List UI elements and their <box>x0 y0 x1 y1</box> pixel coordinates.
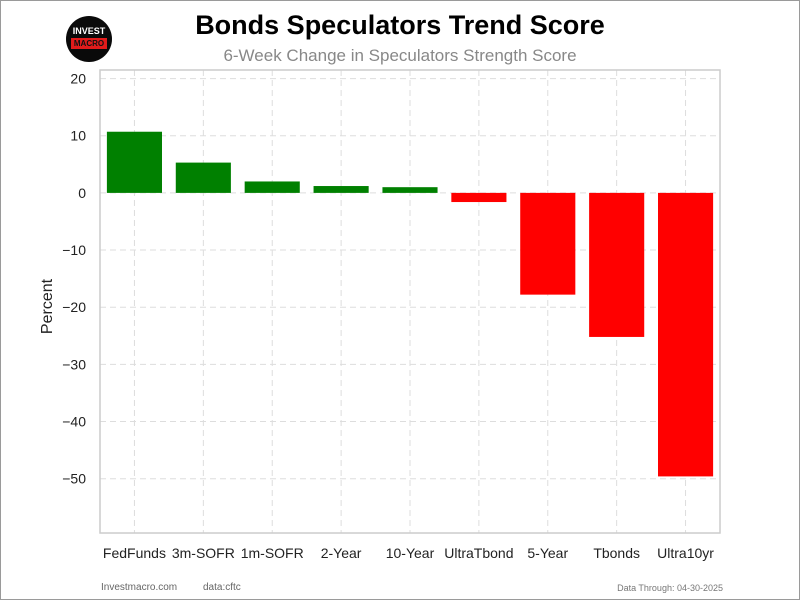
x-tick-label: 2-Year <box>321 545 362 561</box>
x-tick-label: 3m-SOFR <box>172 545 235 561</box>
y-tick-label: −20 <box>62 299 86 315</box>
chart-title: Bonds Speculators Trend Score <box>195 10 605 40</box>
investmacro-logo: INVEST MACRO <box>66 16 112 62</box>
y-tick-label: −10 <box>62 242 86 258</box>
y-tick-label: 10 <box>70 128 86 144</box>
logo-text-bottom: MACRO <box>71 38 107 49</box>
bar <box>244 181 300 193</box>
x-tick-label: 5-Year <box>527 545 568 561</box>
bar <box>175 162 231 193</box>
y-tick-label: −40 <box>62 414 86 430</box>
x-tick-label: 10-Year <box>386 545 435 561</box>
y-tick-label: −50 <box>62 471 86 487</box>
x-tick-label: Tbonds <box>593 545 640 561</box>
footer-source: data:cftc <box>203 582 241 593</box>
bar <box>589 192 645 337</box>
chart-subtitle: 6-Week Change in Speculators Strength Sc… <box>223 46 577 65</box>
footer-site: Investmacro.com <box>101 582 178 593</box>
logo-text-top: INVEST <box>72 26 106 36</box>
bar <box>382 187 438 193</box>
bar <box>520 192 576 295</box>
footer-data-through: Data Through: 04-30-2025 <box>617 583 723 593</box>
x-tick-label: UltraTbond <box>444 545 513 561</box>
x-tick-label: Ultra10yr <box>657 545 714 561</box>
y-tick-label: 20 <box>70 71 86 87</box>
bar <box>451 192 507 203</box>
y-tick-label: 0 <box>78 185 86 201</box>
x-tick-label: 1m-SOFR <box>241 545 304 561</box>
bar <box>106 131 162 193</box>
x-tick-label: FedFunds <box>103 545 166 561</box>
y-tick-label: −30 <box>62 356 86 372</box>
bar <box>658 192 714 477</box>
y-axis-label: Percent <box>39 278 56 334</box>
bar <box>313 186 369 193</box>
plot-border <box>99 69 721 534</box>
